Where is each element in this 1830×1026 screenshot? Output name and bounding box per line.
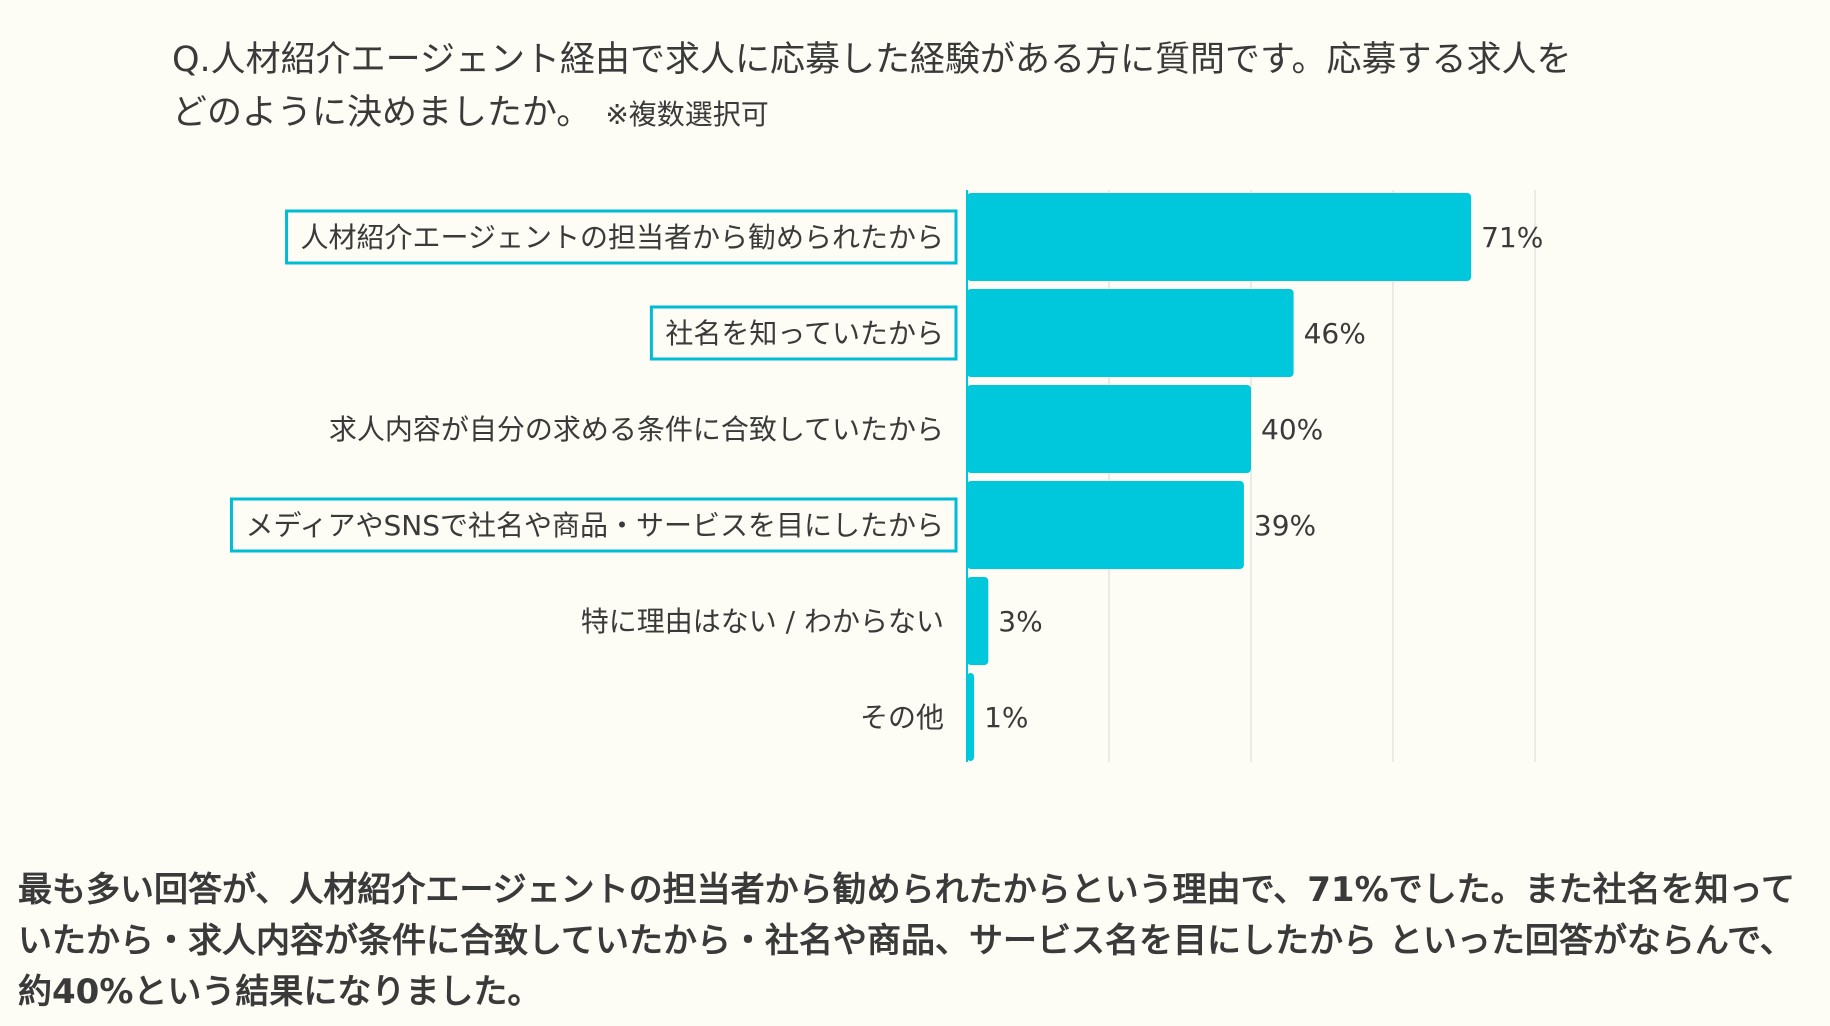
value-label: 39% — [1254, 509, 1316, 542]
bar — [967, 577, 989, 665]
bar — [967, 193, 1472, 281]
question-line-2-text: どのように決めましたか。 — [172, 93, 592, 133]
chart-value-labels: 71% 46% 40% 39% 3% 1% — [984, 221, 1543, 734]
chart-category-labels: 人材紹介エージェントの担当者から勧められたから社名を知っていたから求人内容が自分… — [229, 209, 958, 734]
chart-grid — [966, 190, 1536, 762]
category-highlight-box — [229, 497, 958, 553]
question-line-2: どのように決めましたか。 ※複数選択可 — [172, 87, 1732, 141]
question-line-1: Q.人材紹介エージェント経由で求人に応募した経験がある方に質問です。応募する求人… — [172, 40, 1572, 80]
value-label: 46% — [1304, 317, 1366, 350]
value-label: 3% — [998, 605, 1042, 638]
category-label: 求人内容が自分の求める条件に合致していたから — [329, 413, 944, 446]
summary-text: 最も多い回答が、人材紹介エージェントの担当者から勧められたからという理由で、71… — [18, 870, 1795, 1012]
question-note: ※複数選択可 — [605, 98, 769, 131]
category-highlight-box — [285, 209, 958, 265]
category-label: その他 — [860, 701, 944, 734]
category-label: 特に理由はない / わからない — [581, 605, 944, 638]
category-label: 人材紹介エージェントの担当者から勧められたから — [301, 221, 944, 254]
bar — [967, 481, 1244, 569]
category-highlight-box — [649, 305, 958, 361]
category-label: メディアやSNSで社名や商品・サービスを目にしたから — [245, 509, 944, 542]
chart-bars — [967, 193, 1472, 761]
value-label: 40% — [1261, 413, 1323, 446]
bar-chart: 人材紹介エージェントの担当者から勧められたから社名を知っていたから求人内容が自分… — [229, 190, 1543, 762]
bar — [967, 385, 1251, 473]
value-label: 1% — [984, 701, 1028, 734]
category-label: 社名を知っていたから — [665, 317, 944, 350]
bar — [967, 673, 975, 761]
question-text: Q.人材紹介エージェント経由で求人に応募した経験がある方に質問です。応募する求人… — [172, 34, 1732, 141]
value-label: 71% — [1481, 221, 1543, 254]
bar — [967, 289, 1294, 377]
